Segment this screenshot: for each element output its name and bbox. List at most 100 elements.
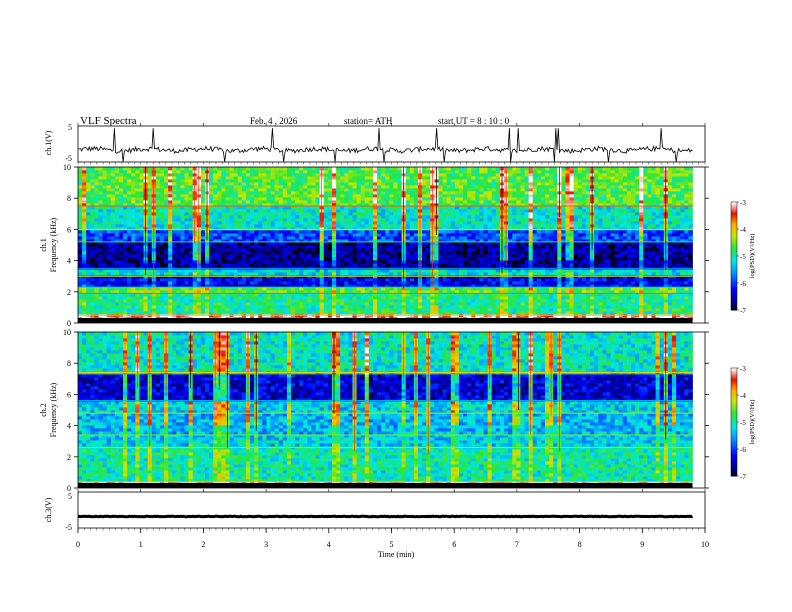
spec1-cell xyxy=(393,251,398,255)
spec1-cell xyxy=(110,221,116,225)
spec1-cell xyxy=(127,296,132,300)
spec1-cell xyxy=(483,263,489,267)
spec1-cell xyxy=(368,257,374,261)
spec1-cell xyxy=(393,305,398,309)
spec1-cell xyxy=(680,296,685,300)
spec1-cell xyxy=(389,293,394,297)
spec1-cell xyxy=(168,242,173,246)
spec1-cell xyxy=(323,239,329,243)
spec1-cell xyxy=(520,239,525,243)
spec1-cell xyxy=(684,239,689,243)
spec1-cell xyxy=(295,305,300,309)
spec1-cell xyxy=(102,308,108,312)
spec1-cell xyxy=(139,278,144,282)
spec1-cell xyxy=(344,227,349,231)
spec1-cell xyxy=(270,257,276,261)
spec1-cell xyxy=(385,293,390,297)
spec1-cell xyxy=(377,248,382,252)
spec1-cell xyxy=(340,260,345,264)
spec1-cell xyxy=(377,239,382,243)
spec1-cell xyxy=(631,269,636,273)
spec1-cell xyxy=(536,254,542,258)
spec1-cell xyxy=(495,263,501,267)
spec1-cell xyxy=(643,269,648,273)
spec1-cell xyxy=(483,236,489,240)
spec1-cell xyxy=(245,236,251,240)
spec1-cell xyxy=(536,272,542,276)
spec1-cell xyxy=(364,290,370,294)
spec1-cell xyxy=(114,227,120,231)
spec1-cell xyxy=(291,290,296,294)
spec1-cell xyxy=(372,311,378,315)
spec1-cell xyxy=(557,236,562,240)
spec1-cell xyxy=(344,242,349,246)
spec1-cell xyxy=(168,278,173,282)
spec1-cell xyxy=(172,257,177,261)
spec1-cell xyxy=(303,266,308,270)
spec1-cell xyxy=(319,263,325,267)
spec1-cell xyxy=(221,239,226,243)
spec1-cell xyxy=(151,302,157,306)
spec1-cell xyxy=(336,260,341,264)
spec1-cell xyxy=(598,290,603,294)
spec1-cell xyxy=(340,266,345,270)
spec1-cell xyxy=(385,242,390,246)
spec1-cell xyxy=(233,272,239,276)
spec1-cell xyxy=(303,263,308,267)
spec1-cell xyxy=(483,224,489,228)
spec1-cell xyxy=(454,296,460,300)
spec1-cell xyxy=(98,266,103,270)
spec1-cell xyxy=(647,248,652,252)
spec1-cell xyxy=(225,269,230,273)
spec1-cell xyxy=(553,236,558,240)
spec1-cell xyxy=(487,308,493,312)
spec1-cell xyxy=(172,236,177,240)
spec1-cell xyxy=(667,236,673,240)
spec1-cell xyxy=(622,305,628,309)
spec1-cell xyxy=(184,272,190,276)
spec1-cell xyxy=(463,257,468,261)
spec1-cell xyxy=(147,242,153,246)
spec1-cell xyxy=(278,272,284,276)
spec1-cell xyxy=(635,245,640,249)
spec1-cell xyxy=(82,299,87,303)
spec1-cell xyxy=(327,230,333,234)
spec1-cell xyxy=(532,278,538,282)
spec1-cell xyxy=(549,236,554,240)
spec1-cell xyxy=(680,290,685,294)
spec1-cell xyxy=(491,227,497,231)
spec1-cell xyxy=(356,245,362,249)
spec1-cell xyxy=(159,281,165,285)
spec1-cell xyxy=(479,269,484,273)
spec1-cell xyxy=(258,302,263,306)
spec1-cell xyxy=(434,263,439,267)
spec1-cell xyxy=(348,293,353,297)
spec1-cell xyxy=(180,236,185,240)
spec1-cell xyxy=(286,242,292,246)
spec1-cell xyxy=(479,284,484,288)
spec1-cell xyxy=(610,242,616,246)
spec1-cell xyxy=(442,260,448,264)
spec1-cell xyxy=(581,287,587,291)
spec1-cell xyxy=(102,260,108,264)
spec1-cell xyxy=(651,305,656,309)
spec1-cell xyxy=(528,227,534,231)
spec1-cell xyxy=(622,227,628,231)
spec1-cell xyxy=(217,239,222,243)
spec1-cell xyxy=(454,287,460,291)
spec1-cell xyxy=(135,287,140,291)
spec1-cell xyxy=(209,278,214,282)
spec1-cell xyxy=(86,281,91,285)
spec1-cell xyxy=(618,278,624,282)
spec1-cell xyxy=(86,233,91,237)
spec1-cell xyxy=(598,278,603,282)
spec1-cell xyxy=(422,296,427,300)
spec1-cell xyxy=(463,242,468,246)
spec1-cell xyxy=(495,287,501,291)
spec1-cell xyxy=(110,296,116,300)
spec1-cell xyxy=(172,248,177,252)
spec1-cell xyxy=(659,230,665,234)
spec1-cell xyxy=(614,224,620,228)
spec1-cell xyxy=(303,305,308,309)
spec1-cell xyxy=(512,266,517,270)
